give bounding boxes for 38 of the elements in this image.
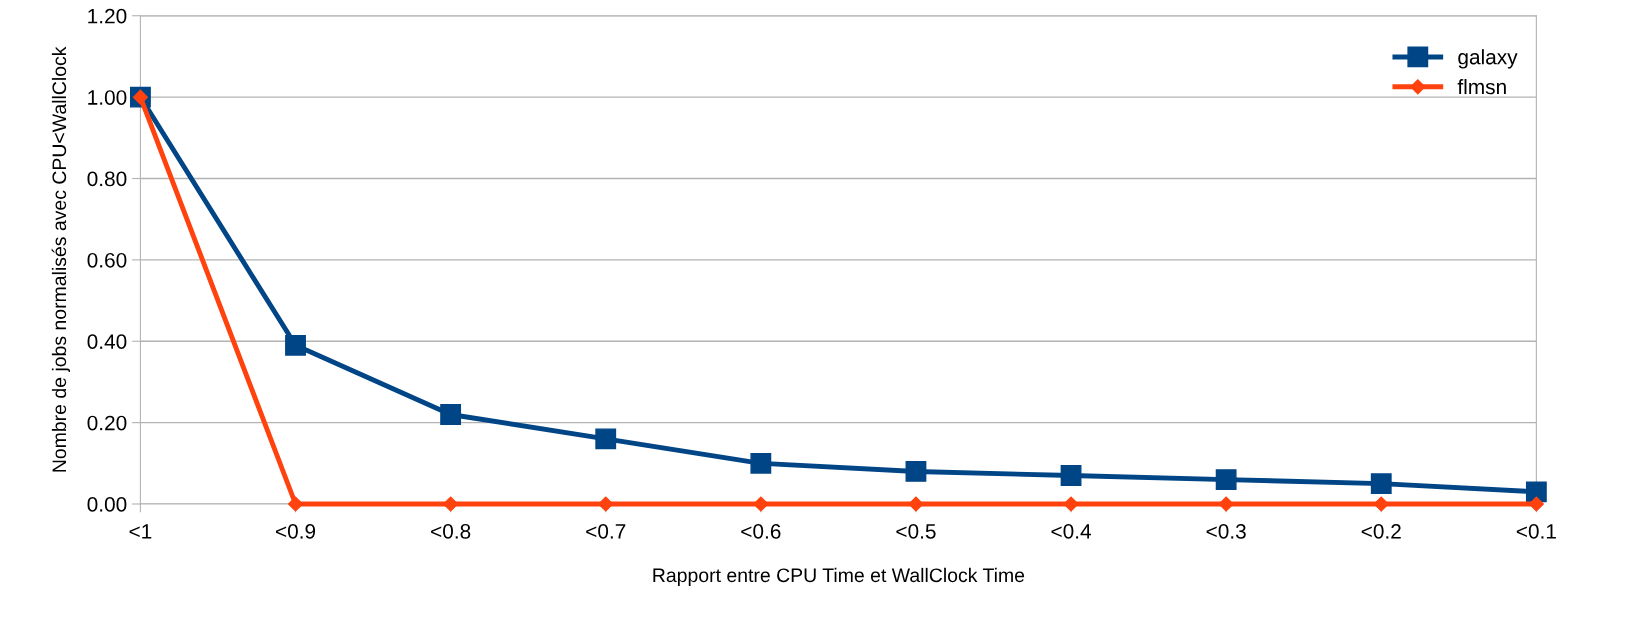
x-tick-label: <0.1 [1516,523,1556,539]
point [1370,473,1392,495]
point [1218,496,1234,512]
x-tick-label: <0.5 [896,523,936,539]
y-tick-label: 0.40 [87,334,127,349]
y-tick-label: 0.60 [87,252,127,268]
x-tick-label: <0.8 [431,523,471,539]
x-tick-label: <0.6 [741,523,781,539]
y-tick-label: 0.20 [87,415,127,431]
point [1525,481,1547,503]
point [750,452,772,474]
point [1373,496,1389,512]
y-tick-label: 0.00 [87,497,127,512]
point [287,496,304,512]
legend-label: galaxy [1458,49,1518,69]
point [598,496,614,512]
y-tick-label: 1.20 [88,8,127,24]
legend-label: flmsn [1457,78,1506,95]
point [1063,496,1079,512]
point [905,461,927,482]
x-tick-label: <0.3 [1206,523,1246,539]
point [1060,465,1082,486]
y-tick-label: 1.00 [88,90,127,105]
point [908,496,924,512]
point [595,428,617,450]
x-tick-label: <0.4 [1051,523,1091,539]
y-axis-title: Nombre de jobs normalisés avec CPU<WallClock [51,46,71,472]
x-tick-label: <0.2 [1361,523,1401,539]
y-tick-label: 0.80 [87,171,127,187]
point [443,496,459,512]
point [1215,469,1237,491]
point [285,334,306,356]
point [753,496,769,512]
x-axis-title: Rapport entre CPU Time et WallClock Time [653,567,1025,586]
x-tick-label: <0.7 [586,523,626,539]
point [440,404,462,425]
x-tick-label: <1 [129,524,152,539]
x-tick-label: <0.9 [275,523,316,539]
